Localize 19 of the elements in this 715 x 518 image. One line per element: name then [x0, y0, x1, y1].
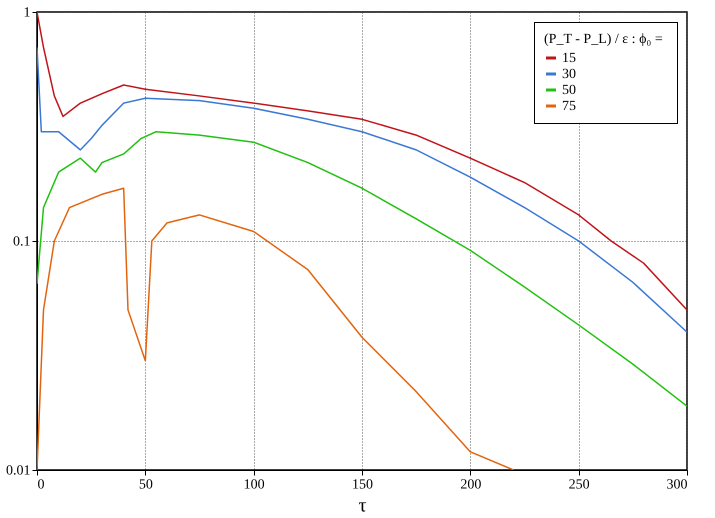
x-tick-label: 200 [460, 478, 482, 492]
line-series [37, 187, 514, 470]
x-tick-label: 50 [138, 478, 153, 492]
legend-label: 15 [562, 51, 576, 66]
x-tick-label: 300 [666, 478, 688, 492]
x-tick-label: 100 [244, 478, 265, 492]
y-tick-label: 0.01 [6, 464, 30, 478]
y-tick-label: 0.1 [13, 234, 30, 250]
line-series [37, 46, 687, 333]
legend-label: 30 [562, 67, 576, 82]
legend-title: (P_T - P_L) / ε : ϕ₀ = [544, 32, 663, 47]
legend-label: 50 [562, 83, 576, 98]
line-series [37, 130, 687, 407]
x-tick-label: 250 [568, 478, 590, 492]
x-tick-label: 0 [38, 478, 44, 492]
x-axis-title: τ [358, 494, 367, 516]
y-tick-label: 1 [24, 6, 30, 20]
x-tick-label: 150 [352, 478, 373, 492]
legend-label: 75 [562, 99, 576, 114]
